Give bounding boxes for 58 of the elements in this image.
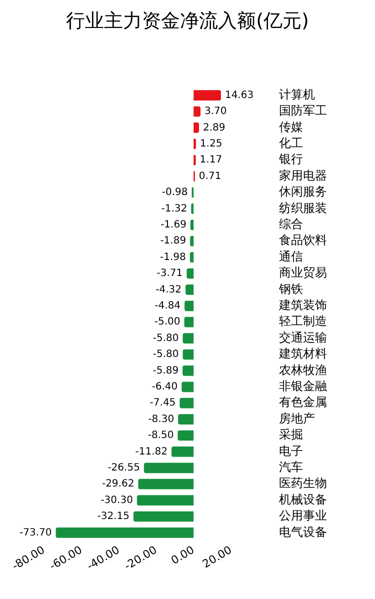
data-label: 14.63 <box>224 90 254 101</box>
y-tick-label: 计算机 <box>279 87 315 102</box>
data-label: -5.89 <box>152 365 179 376</box>
y-tick-label: 汽车 <box>279 460 303 474</box>
y-tick-label: 机械设备 <box>279 492 327 506</box>
data-label: -3.71 <box>156 268 183 280</box>
y-tick-label: 纺织服装 <box>279 200 327 215</box>
y-tick-label: 银行 <box>278 152 303 166</box>
y-tick-label: 家用电器 <box>279 168 327 182</box>
y-tick-label: 有色金属 <box>279 395 327 410</box>
data-label: -32.15 <box>97 511 130 522</box>
data-label: -73.70 <box>20 527 52 538</box>
data-label: -26.55 <box>108 462 140 474</box>
y-tick-label: 通信 <box>279 249 303 264</box>
y-tick-label: 食品饮料 <box>279 233 327 248</box>
data-label: -1.69 <box>160 219 186 230</box>
y-tick-label: 电子 <box>279 444 303 458</box>
data-label: -4.32 <box>156 284 182 296</box>
data-label: -8.30 <box>148 414 174 425</box>
y-tick-label: 非银金融 <box>279 379 327 394</box>
data-label: -6.40 <box>152 381 178 392</box>
x-tick-label: 0.00 <box>168 543 197 568</box>
y-tick-label: 轻工制造 <box>279 314 327 328</box>
data-label: -11.82 <box>135 446 168 458</box>
data-label: -30.30 <box>100 494 133 506</box>
data-label: -5.80 <box>152 332 179 344</box>
y-tick-label: 传媒 <box>279 120 303 134</box>
data-label: 1.17 <box>200 154 222 166</box>
y-tick-label: 国防军工 <box>279 104 327 118</box>
data-label: -29.62 <box>102 478 134 490</box>
y-tick-label: 公用事业 <box>279 508 327 523</box>
data-label: 1.25 <box>200 138 222 150</box>
y-tick-label: 钢铁 <box>278 282 303 296</box>
y-tick-label: 采掘 <box>279 428 303 442</box>
data-label: -4.84 <box>154 300 181 312</box>
y-tick-label: 化工 <box>279 136 303 150</box>
data-label: 3.70 <box>204 106 227 118</box>
y-tick-label: 综合 <box>279 217 303 232</box>
y-tick-label: 交通运输 <box>279 330 327 344</box>
data-label: -7.45 <box>150 398 176 409</box>
data-label: -1.32 <box>161 203 188 214</box>
y-tick-label: 房地产 <box>279 411 315 426</box>
y-tick-label: 医药生物 <box>279 476 327 490</box>
data-label: -1.98 <box>160 252 186 263</box>
data-label: -5.00 <box>154 316 180 328</box>
data-label: -1.89 <box>160 236 186 247</box>
data-label: 0.71 <box>198 170 222 182</box>
y-tick-label: 商业贸易 <box>279 266 327 280</box>
y-tick-label: 农林牧渔 <box>279 362 327 377</box>
y-tick-label: 建筑材料 <box>278 346 327 361</box>
data-label: -8.50 <box>148 430 174 442</box>
y-tick-label: 休闲服务 <box>279 184 327 199</box>
data-label: 2.89 <box>203 122 226 134</box>
data-label: -5.80 <box>152 349 179 360</box>
y-tick-label: 电气设备 <box>279 524 327 539</box>
y-tick-label: 建筑装饰 <box>278 298 327 312</box>
data-label: -0.98 <box>162 187 188 198</box>
chart-title: 行业主力资金净流入额(亿元) <box>65 9 310 34</box>
